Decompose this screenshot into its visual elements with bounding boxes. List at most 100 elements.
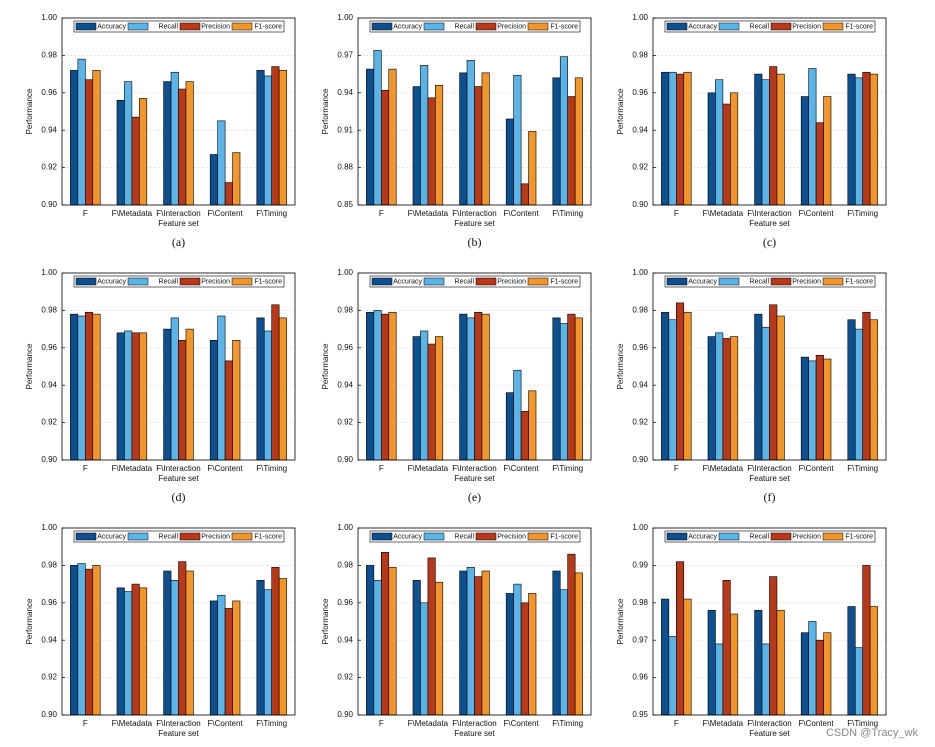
bar — [769, 66, 778, 206]
bar — [854, 77, 864, 206]
y-tick-label: 0.98 — [632, 51, 648, 60]
bar — [263, 330, 272, 461]
y-tick-label: 1.00 — [41, 523, 57, 532]
bar — [862, 565, 871, 716]
x-tick-label: F — [83, 464, 88, 473]
y-tick-label: 0.98 — [632, 306, 648, 315]
bar — [675, 302, 685, 461]
bar — [559, 323, 569, 461]
bar — [116, 587, 125, 716]
legend-label: F1-score — [550, 278, 578, 285]
y-tick-label: 1.00 — [337, 523, 353, 532]
x-tick-label: F\Content — [208, 719, 244, 728]
bar — [459, 313, 468, 461]
bar — [271, 66, 280, 206]
y-tick-label: 1.00 — [632, 523, 648, 532]
panel: 0.90 0.92 0.94 0.96 0.98 1.00 F F\Metadata F\Int… — [616, 268, 887, 504]
y-tick-label: 0.96 — [41, 343, 57, 352]
bar — [124, 330, 133, 461]
legend-swatch — [527, 22, 549, 31]
bar — [776, 315, 785, 461]
x-tick-label: F\Interaction — [747, 719, 791, 728]
legend-label: Accuracy — [393, 533, 422, 540]
y-tick-label: 0.99 — [632, 561, 648, 570]
y-tick-label: 0.98 — [41, 51, 57, 60]
bar — [722, 338, 731, 461]
legend-label: Accuracy — [97, 278, 126, 285]
bar — [808, 360, 817, 461]
bar — [683, 311, 692, 461]
legend-label: Recall — [750, 278, 770, 285]
legend-box — [73, 20, 285, 33]
bar — [769, 576, 778, 716]
x-tick-label: F\Interaction — [452, 464, 496, 473]
bar — [366, 311, 375, 461]
legend-label: Recall — [750, 533, 770, 540]
bar — [185, 328, 194, 461]
legend-label: Recall — [455, 533, 475, 540]
bar — [420, 330, 429, 461]
x-tick-label: F\Content — [504, 464, 540, 473]
bar — [567, 553, 576, 716]
bar — [271, 304, 280, 461]
y-tick-label: 0.94 — [41, 125, 57, 134]
legend-label: Precision — [792, 278, 821, 285]
plot-frame — [652, 272, 887, 461]
panel: 0.90 0.92 0.94 0.96 0.98 1.00 F F\Metadata F\Int… — [25, 268, 296, 504]
legend-swatch — [822, 22, 844, 31]
y-tick-label: 0.92 — [337, 673, 353, 682]
legend-swatch — [127, 277, 149, 286]
bar — [761, 643, 770, 716]
x-tick-label: F\Content — [799, 209, 835, 218]
x-tick-label: F\Metadata — [112, 464, 153, 473]
plot-frame — [652, 527, 887, 716]
bar — [209, 340, 218, 461]
x-tick-label: F\Interaction — [452, 209, 496, 218]
bar — [92, 313, 101, 461]
bar — [505, 593, 514, 716]
plot-frame — [61, 272, 296, 461]
y-axis-label: Performance — [321, 598, 330, 644]
bar — [139, 587, 148, 716]
bar — [869, 606, 878, 716]
panel: 0.90 0.92 0.94 0.96 0.98 1.00 F F\Metadata F\Int… — [25, 523, 296, 738]
bar — [380, 313, 390, 461]
plot-frame — [357, 17, 592, 206]
y-tick-label: 0.90 — [337, 710, 353, 719]
legend-label: Recall — [159, 278, 179, 285]
legend-label: Accuracy — [688, 533, 717, 540]
bar — [683, 71, 692, 206]
bar — [412, 86, 421, 206]
panel: 0.90 0.92 0.94 0.96 0.98 1.00 F F\Metadata F\Int… — [321, 268, 592, 504]
legend-label: F1-score — [845, 278, 873, 285]
bar — [70, 70, 79, 206]
bar — [559, 56, 569, 206]
bar — [435, 581, 444, 716]
bar — [862, 311, 871, 461]
bar — [869, 73, 878, 206]
bar — [707, 336, 716, 461]
bar — [520, 411, 529, 461]
legend-label: F1-score — [254, 278, 282, 285]
bar — [366, 68, 375, 206]
bar — [427, 557, 436, 716]
legend-label: F1-score — [550, 533, 578, 540]
legend-swatch — [475, 532, 497, 541]
bar — [420, 602, 429, 716]
x-tick-label: F\Metadata — [112, 209, 153, 218]
x-tick-label: F\Content — [504, 719, 540, 728]
bar — [466, 60, 475, 206]
x-axis-label: Feature set — [749, 219, 790, 228]
bar — [124, 81, 133, 206]
y-tick-label: 0.96 — [632, 88, 648, 97]
bar — [209, 600, 218, 716]
x-tick-label: F\Interaction — [747, 209, 791, 218]
legend-label: Accuracy — [393, 278, 422, 285]
bar — [92, 565, 101, 716]
y-tick-label: 1.00 — [337, 13, 353, 22]
y-tick-label: 0.90 — [632, 200, 648, 209]
bar — [435, 85, 444, 206]
bar — [139, 98, 148, 206]
bar — [823, 96, 832, 206]
